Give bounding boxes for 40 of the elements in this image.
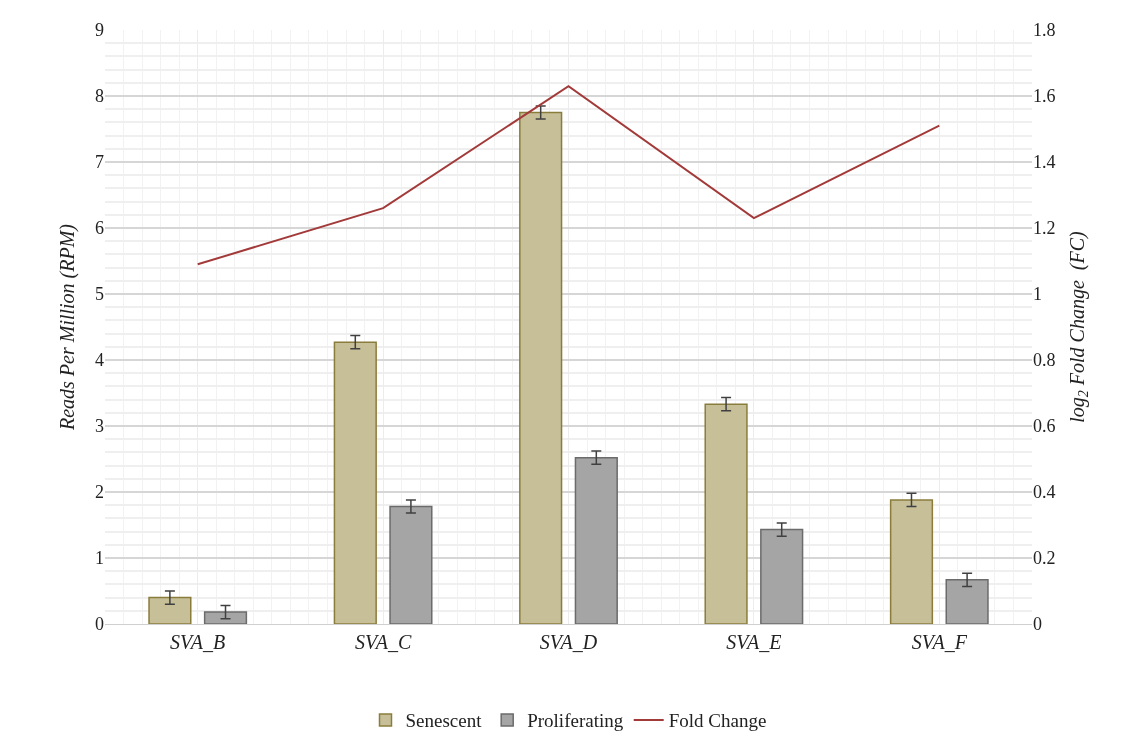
bar: [519, 111, 563, 624]
legend-label: Senescent: [405, 710, 483, 732]
y-tick-label: 1: [95, 548, 104, 569]
x-tick-label: SVA_D: [539, 631, 598, 653]
y-tick-label: 7: [95, 152, 104, 173]
y2-tick-label: 1.8: [1033, 20, 1056, 41]
y-tick-label: 6: [95, 218, 104, 239]
x-tick-label: SVA_B: [170, 631, 226, 653]
y-tick-label: 4: [95, 350, 104, 371]
y-tick-label: 3: [95, 416, 104, 437]
y2-tick-label: 0.8: [1033, 350, 1056, 371]
y2-tick-label: 0.6: [1033, 416, 1056, 437]
y2-tick-label: 1.4: [1033, 152, 1056, 173]
x-tick-label: SVA_C: [354, 631, 412, 653]
bar: [760, 528, 804, 624]
legend-label: Proliferating: [527, 710, 624, 732]
y2-tick-label: 1.6: [1033, 86, 1056, 107]
bar: [704, 403, 748, 624]
y-tick-label: 9: [95, 20, 104, 41]
x-tick-label: SVA_F: [911, 631, 968, 653]
bar: [889, 499, 934, 624]
bar: [945, 579, 989, 624]
bar: [148, 596, 192, 624]
bar: [389, 505, 433, 624]
y2-tick-label: 0.2: [1033, 548, 1056, 569]
line-series: [196, 85, 941, 266]
y-tick-label: 8: [95, 86, 104, 107]
bar: [574, 456, 618, 624]
y2-tick-label: 1: [1033, 284, 1042, 305]
y2-tick-label: 0: [1033, 614, 1042, 635]
bar: [333, 341, 377, 624]
x-tick-label: SVA_E: [726, 631, 782, 653]
y-tick-label: 0: [95, 614, 104, 635]
bar: [203, 611, 248, 624]
legend-label: Fold Change: [668, 710, 767, 732]
y-tick-label: 2: [95, 482, 104, 503]
y-axis-title: Reads Per Million (RPM): [55, 223, 79, 432]
y2-tick-label: 1.2: [1033, 218, 1056, 239]
y-tick-label: 5: [95, 284, 104, 305]
y2-tick-label: 0.4: [1033, 482, 1056, 503]
